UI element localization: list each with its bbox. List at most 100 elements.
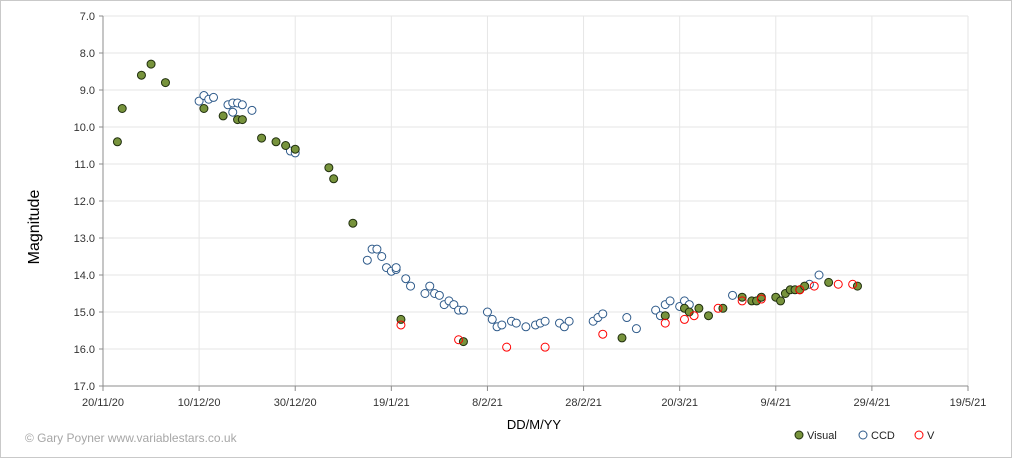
visual-point [458, 337, 468, 347]
ccd-point [728, 290, 738, 300]
y-tick-labels: 7.0 8.0 9.0 10.0 11.0 12.0 13.0 14.0 15.0 16.0 17.… [74, 11, 95, 393]
legend-label-visual: Visual [807, 430, 837, 442]
x-tick-label: 9/4/21 [760, 397, 791, 409]
y-tick-label: 17.0 [74, 381, 95, 393]
y-tick-label: 8.0 [80, 48, 95, 60]
axes [99, 15, 969, 391]
visual-point [704, 311, 713, 321]
v-point [540, 342, 550, 352]
credit-text: © Gary Poyner www.variablestars.co.uk [25, 431, 238, 445]
v-point [713, 303, 723, 313]
visual-point [136, 70, 146, 80]
y-tick-label: 12.0 [74, 196, 95, 208]
v-point [454, 335, 464, 345]
y-tick-label: 16.0 [74, 344, 95, 356]
ccd-point [391, 263, 401, 273]
ccd-point [665, 296, 675, 306]
x-tick-label: 29/4/21 [854, 397, 891, 409]
v-point [756, 294, 766, 304]
visual-point [218, 111, 228, 121]
visual-point [694, 303, 704, 313]
x-tick-label: 10/12/20 [178, 397, 221, 409]
ccd-point [209, 92, 219, 102]
v-point [737, 296, 747, 306]
v-point [660, 318, 670, 328]
legend-marker-ccd [858, 430, 868, 440]
visual-point [290, 144, 300, 154]
ccd-point [194, 96, 204, 106]
visual-point [271, 137, 281, 147]
visual-point [617, 333, 627, 343]
ccd-point [482, 307, 492, 317]
ccd-point [377, 252, 387, 261]
visual-point [146, 59, 156, 69]
ccd-point [362, 255, 372, 265]
ccd-point [814, 270, 824, 280]
ccd-point [540, 316, 550, 326]
legend-label-ccd: CCD [871, 430, 895, 442]
visual-point [199, 104, 209, 113]
ccd-point [598, 309, 608, 319]
visual-point [160, 78, 170, 88]
ccd-point [425, 281, 435, 291]
ccd-point [487, 314, 497, 324]
x-tick-label: 19/5/21 [950, 397, 987, 409]
visual-point [324, 163, 334, 173]
visual-point [718, 303, 728, 313]
visual-point [117, 104, 127, 113]
v-point [809, 281, 819, 291]
legend-marker-v [914, 430, 924, 440]
ccd-point [651, 305, 661, 315]
ccd-point [237, 100, 247, 110]
y-tick-label: 11.0 [74, 159, 95, 171]
v-point [679, 314, 689, 324]
visual-point [112, 137, 122, 147]
ccd-point [559, 322, 569, 332]
x-tick-label: 8/2/21 [472, 397, 503, 409]
y-tick-label: 13.0 [74, 233, 95, 245]
legend-marker-visual [794, 430, 804, 440]
visual-point [329, 174, 339, 184]
x-tick-label: 19/1/21 [373, 397, 410, 409]
v-point [848, 279, 858, 289]
ccd-point [406, 281, 416, 291]
v-point [396, 320, 406, 330]
ccd-point [420, 289, 430, 298]
x-axis-title: DD/M/YY [507, 417, 562, 432]
ccd-point [401, 274, 411, 284]
ccd-point [631, 324, 641, 334]
legend-label-v: V [927, 430, 935, 442]
ccd-point [449, 300, 459, 310]
ccd-point [458, 305, 468, 315]
ccd-point [228, 107, 238, 117]
x-tick-label: 20/11/20 [82, 397, 124, 409]
ccd-point [511, 318, 521, 328]
visual-point [348, 218, 358, 228]
y-tick-label: 15.0 [74, 307, 95, 319]
visual-point [237, 115, 247, 125]
visual-point [852, 281, 862, 291]
grid [102, 15, 969, 387]
v-point [502, 342, 512, 352]
y-tick-label: 10.0 [74, 122, 95, 134]
visual-point [824, 277, 834, 287]
v-point [833, 279, 843, 289]
x-tick-label: 30/12/20 [274, 397, 317, 409]
visual-point [776, 296, 786, 306]
x-tick-label: 20/3/21 [661, 397, 698, 409]
ccd-point [521, 322, 531, 332]
v-point [598, 329, 608, 339]
y-tick-label: 7.0 [80, 11, 95, 23]
y-tick-label: 9.0 [80, 85, 95, 97]
ccd-point [247, 105, 257, 115]
x-tick-label: 28/2/21 [565, 397, 602, 409]
v-point [795, 285, 805, 295]
y-tick-label: 14.0 [74, 270, 95, 282]
legend: Visual CCD V [794, 430, 935, 442]
visual-point [660, 311, 670, 321]
visual-point [257, 133, 267, 143]
x-tick-labels: 20/11/20 10/12/20 30/12/20 19/1/21 8/2/21 28/… [82, 397, 986, 409]
ccd-point [622, 313, 632, 323]
